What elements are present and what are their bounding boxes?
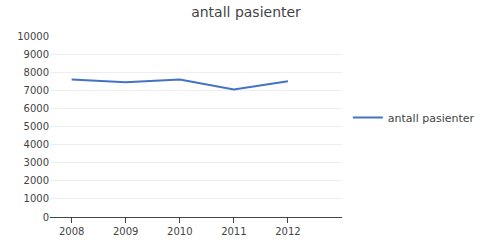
- svg-text:2008: 2008: [59, 226, 84, 237]
- svg-text:2011: 2011: [221, 226, 246, 237]
- svg-text:5000: 5000: [24, 121, 49, 132]
- svg-text:9000: 9000: [24, 49, 49, 60]
- svg-text:8000: 8000: [24, 67, 49, 78]
- svg-text:2000: 2000: [24, 175, 49, 186]
- svg-text:3000: 3000: [24, 157, 49, 168]
- svg-text:7000: 7000: [24, 85, 49, 96]
- svg-text:1000: 1000: [24, 193, 49, 204]
- svg-text:antall pasienter: antall pasienter: [191, 4, 301, 20]
- svg-text:2012: 2012: [275, 226, 300, 237]
- svg-text:2009: 2009: [113, 226, 138, 237]
- svg-text:6000: 6000: [24, 103, 49, 114]
- svg-text:2010: 2010: [167, 226, 192, 237]
- svg-text:antall pasienter: antall pasienter: [388, 112, 475, 125]
- svg-text:4000: 4000: [24, 139, 49, 150]
- svg-text:10000: 10000: [17, 31, 49, 42]
- svg-text:0: 0: [43, 212, 49, 223]
